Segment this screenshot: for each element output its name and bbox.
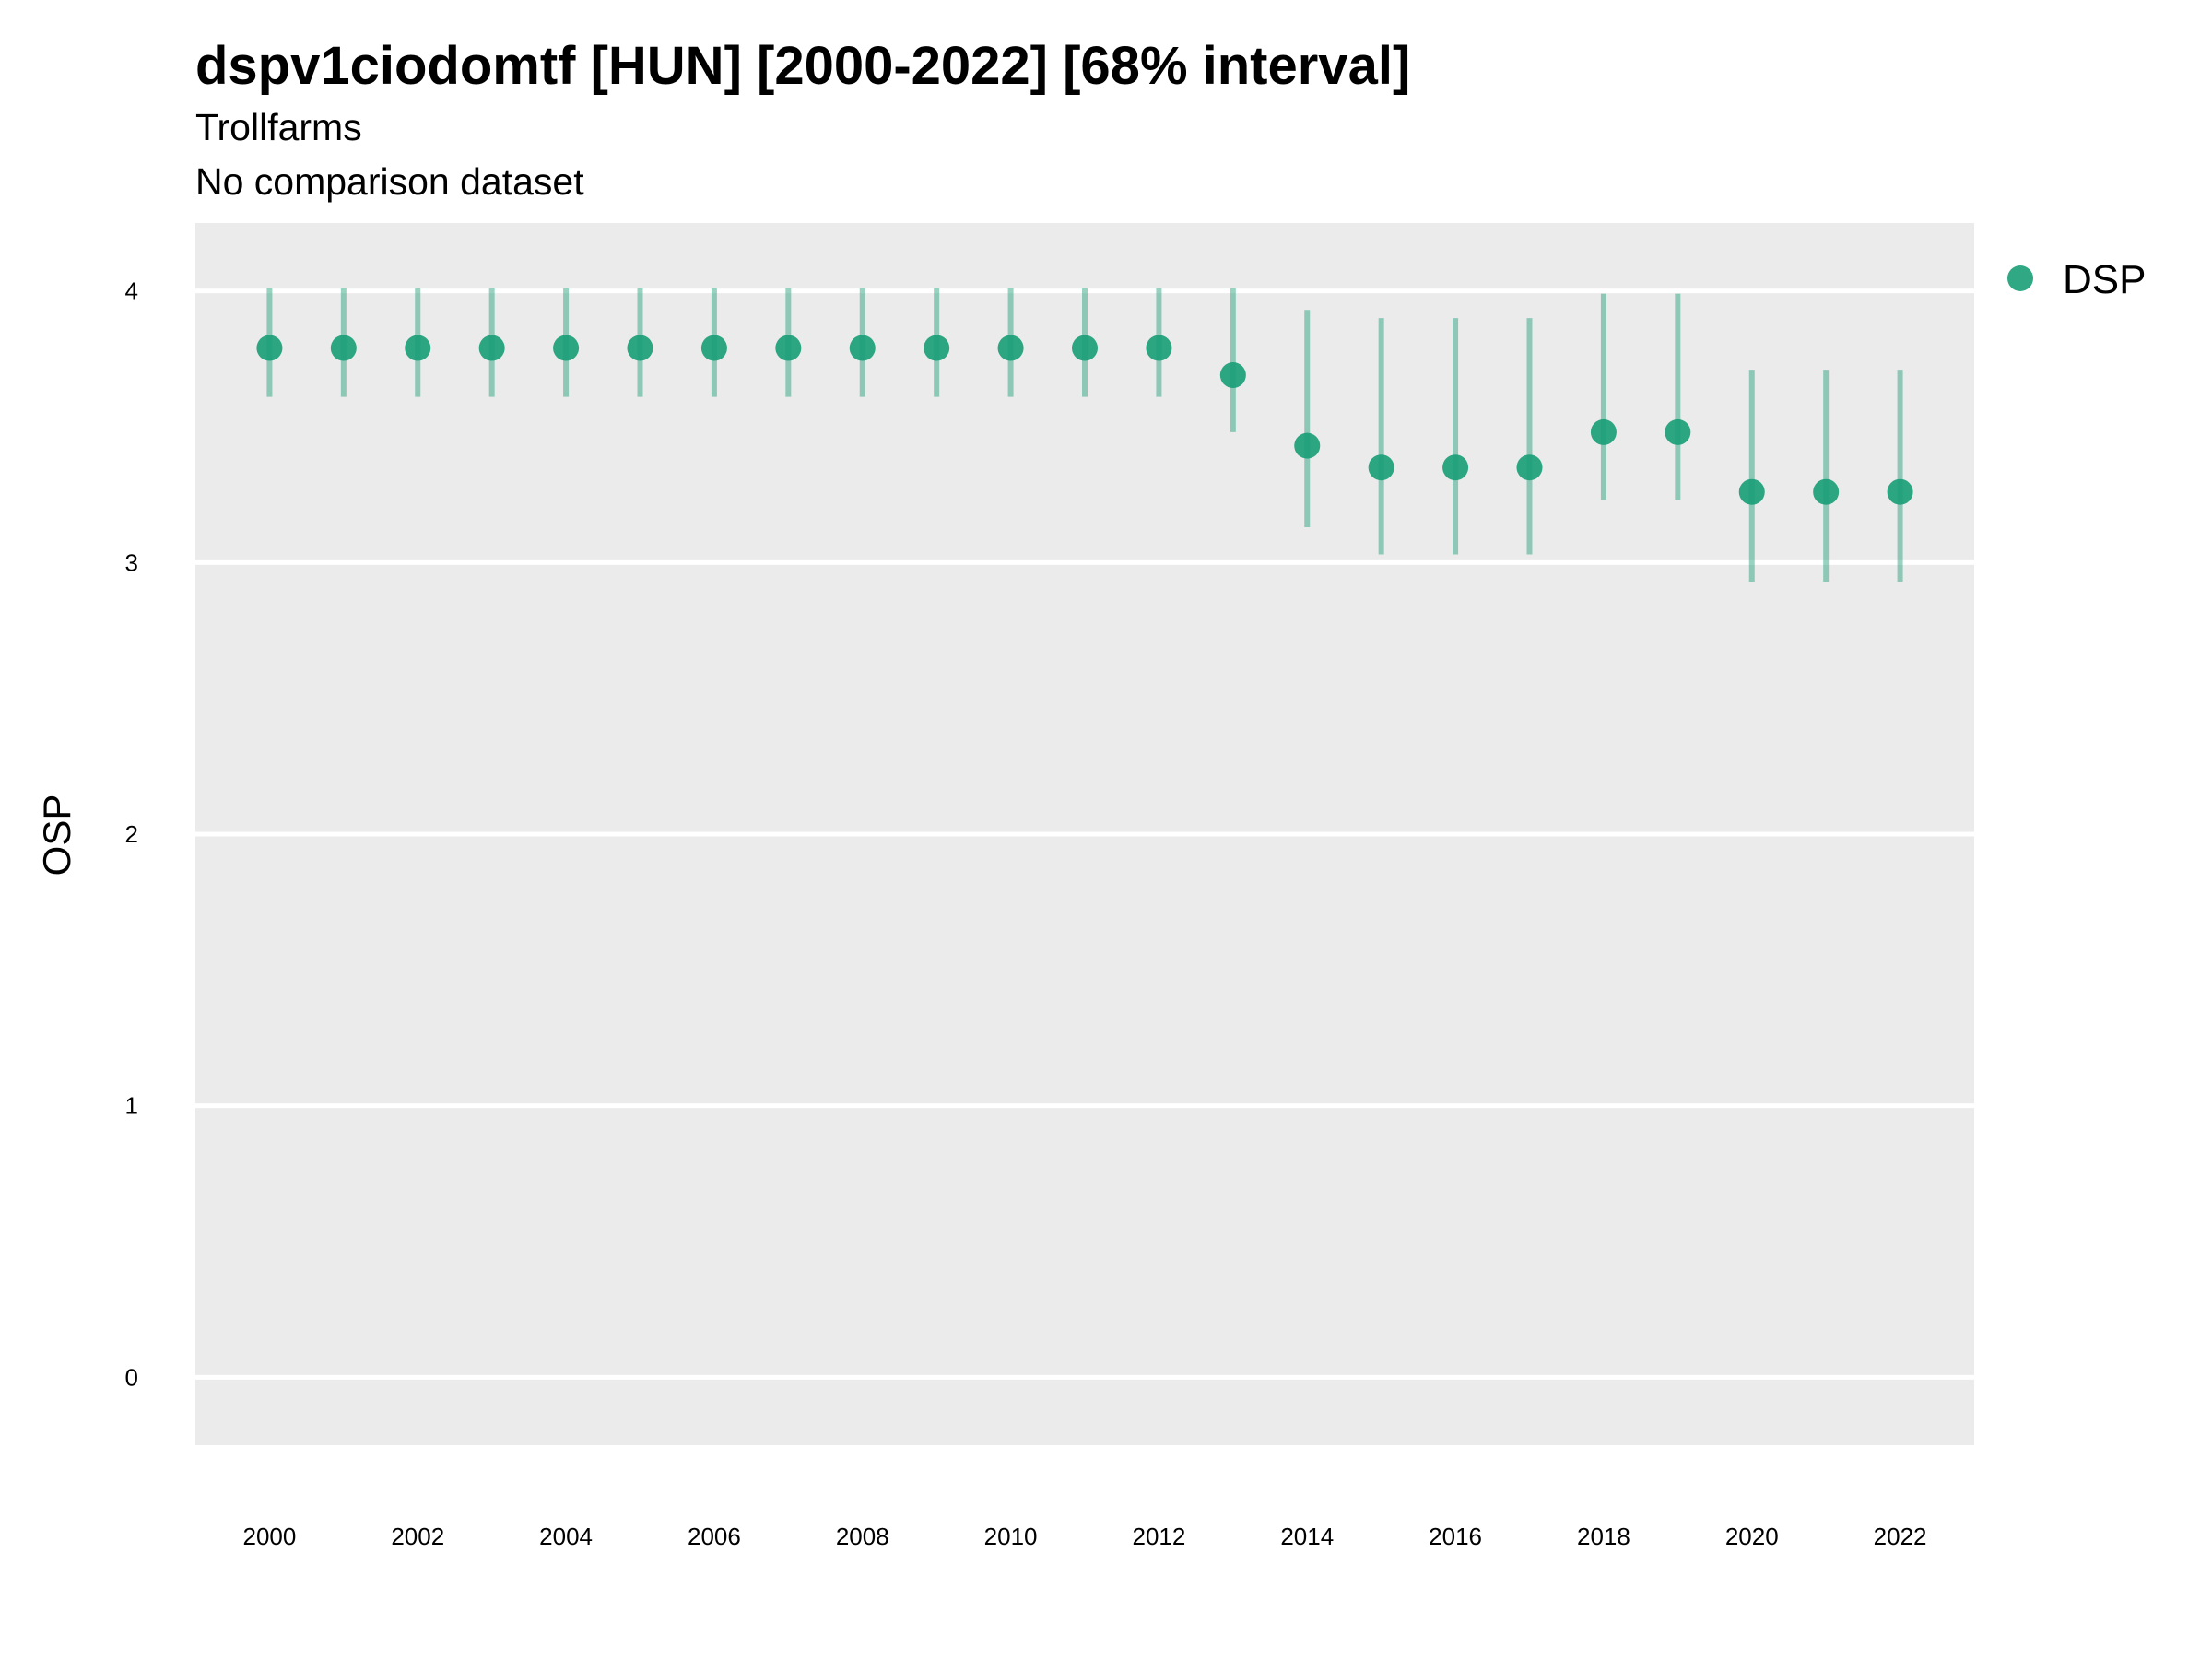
legend-key-dsp xyxy=(2007,265,2033,291)
data-point xyxy=(700,335,727,361)
data-point xyxy=(478,335,505,361)
data-point xyxy=(1813,478,1840,505)
grid-lines xyxy=(195,288,1974,1380)
x-tick-label: 2018 xyxy=(1577,1523,1630,1550)
data-point xyxy=(330,335,357,361)
x-tick-label: 2000 xyxy=(242,1523,296,1550)
data-point xyxy=(1590,418,1617,445)
x-tick-label: 2006 xyxy=(688,1523,741,1550)
x-tick-label: 2012 xyxy=(1132,1523,1185,1550)
data-point xyxy=(256,335,283,361)
legend-label-dsp: DSP xyxy=(2063,257,2146,302)
x-tick-label: 2022 xyxy=(1874,1523,1927,1550)
y-tick-label: 4 xyxy=(125,277,138,305)
y-tick-labels: 0 1 2 3 4 xyxy=(125,277,138,1392)
data-point xyxy=(1368,454,1394,481)
data-point xyxy=(1887,478,1913,505)
data-point xyxy=(1738,478,1765,505)
data-points xyxy=(256,335,1913,505)
y-tick-label: 3 xyxy=(125,548,138,576)
data-point xyxy=(924,335,950,361)
data-point xyxy=(1665,418,1691,445)
data-point xyxy=(1294,432,1321,459)
y-tick-label: 1 xyxy=(125,1092,138,1120)
legend: DSP xyxy=(2007,257,2146,302)
data-point xyxy=(627,335,653,361)
x-tick-label: 2020 xyxy=(1725,1523,1779,1550)
x-tick-label: 2004 xyxy=(539,1523,593,1550)
data-point xyxy=(1072,335,1098,361)
data-point xyxy=(1516,454,1543,481)
data-point xyxy=(405,335,431,361)
x-tick-labels: 2000 2002 2004 2006 2008 2010 2012 2014 2016 2018… xyxy=(242,1523,1926,1550)
data-point xyxy=(997,335,1024,361)
chart-title: dspv1ciodomtf [HUN] [2000-2022] [68% int… xyxy=(195,36,1411,96)
x-tick-label: 2016 xyxy=(1429,1523,1482,1550)
chart-subtitle: Trollfarms xyxy=(195,106,362,148)
x-tick-label: 2014 xyxy=(1280,1523,1334,1550)
y-tick-label: 2 xyxy=(125,820,138,848)
x-tick-label: 2002 xyxy=(391,1523,444,1550)
y-axis-title: OSP xyxy=(35,794,78,877)
data-point xyxy=(1146,335,1172,361)
x-tick-label: 2008 xyxy=(836,1523,889,1550)
data-point xyxy=(775,335,802,361)
data-point xyxy=(849,335,876,361)
data-point xyxy=(553,335,580,361)
data-point xyxy=(1442,454,1469,481)
chart-caption: No comparison dataset xyxy=(195,160,584,203)
x-tick-label: 2010 xyxy=(984,1523,1038,1550)
data-point xyxy=(1219,362,1246,389)
y-tick-label: 0 xyxy=(125,1363,138,1391)
